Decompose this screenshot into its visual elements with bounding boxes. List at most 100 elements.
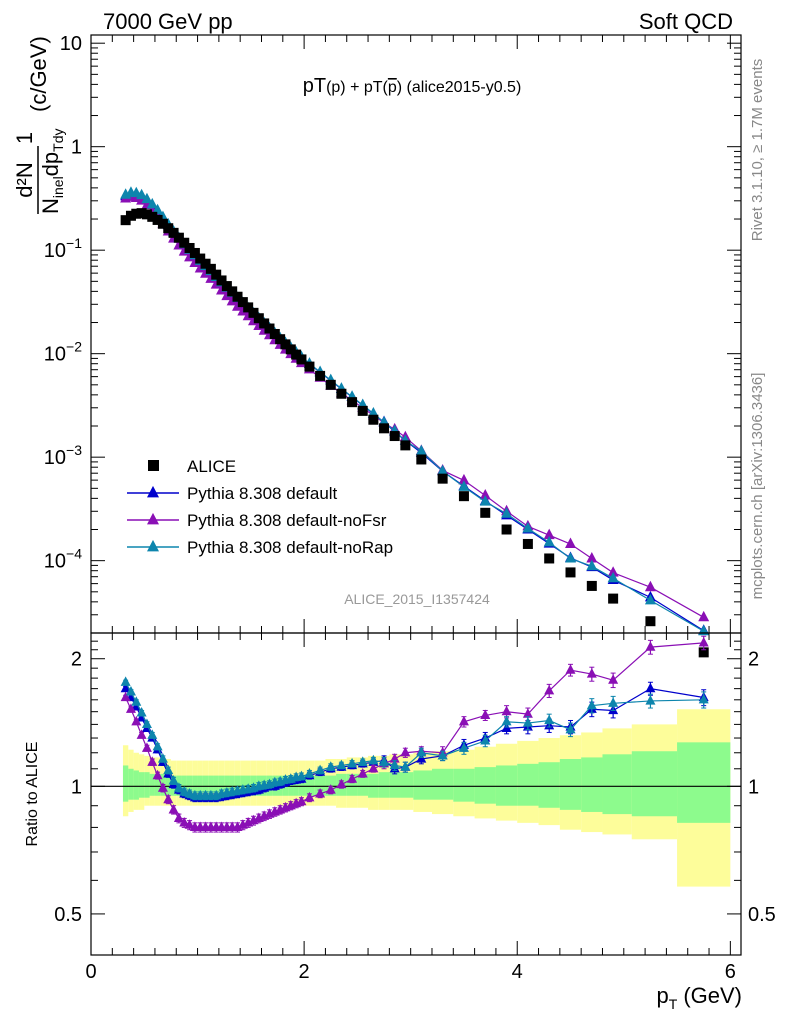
point-alice: [168, 227, 179, 238]
ratio-point-noRap: [400, 761, 411, 771]
point-alice: [184, 242, 195, 253]
ratio-band-stat: [631, 751, 678, 817]
point-alice: [357, 405, 368, 416]
ratio-band-stat: [288, 775, 294, 796]
point-noRap: [565, 552, 577, 563]
main-plot-panel: 10 1 10−1 10−2 10−3 10−4 pT(p) + pT(p) (alice…: [12, 33, 742, 658]
point-noRap: [522, 522, 534, 533]
point-alice: [232, 291, 243, 302]
ratio-point-noFsr: [296, 795, 307, 806]
legend-label-default: Pythia 8.308 default: [187, 484, 338, 503]
legend-marker-noRap: [147, 539, 159, 552]
ratio-point-noRap: [152, 740, 163, 751]
point-alice: [698, 647, 709, 658]
ratio-band-stat: [229, 775, 235, 796]
ratio-point-noFsr: [586, 668, 597, 678]
ratio-point-noFsr: [136, 729, 147, 739]
ratio-band-stat: [453, 768, 475, 802]
ratio-point-noFsr: [147, 756, 158, 766]
point-alice: [157, 218, 168, 229]
point-noFsr: [458, 473, 470, 485]
ratio-band-stat: [389, 772, 401, 798]
point-alice: [163, 223, 174, 234]
y-tick-label: 10−4: [44, 546, 82, 573]
legend-label-noRap: Pythia 8.308 default-noRap: [187, 538, 393, 557]
point-alice: [227, 286, 238, 297]
ratio-point-noRap: [379, 756, 390, 766]
ratio-point-noRap: [389, 759, 400, 770]
ratio-band-stat: [538, 762, 560, 808]
point-noRap: [458, 480, 470, 491]
ratio-band-stat: [298, 775, 306, 796]
ratio-band-stat: [208, 775, 214, 796]
ratio-point-noRap: [147, 729, 158, 739]
ratio-point-noFsr: [698, 636, 709, 647]
ratio-point-noFsr: [357, 767, 368, 778]
ylabel-numerator: 1: [12, 132, 37, 144]
point-alice: [280, 339, 291, 350]
point-noFsr: [644, 580, 656, 592]
ratio-point-noRap: [325, 761, 336, 771]
ratio-point-noFsr: [501, 705, 512, 716]
ratio-point-noRap: [357, 756, 368, 766]
ratio-data-marks: [91, 635, 741, 887]
ratio-band-stat: [293, 775, 299, 796]
y-tick-label: 10: [60, 33, 82, 55]
ratio-point-noFsr: [400, 746, 411, 757]
ylabel-denominator: NineldpTdy: [38, 128, 66, 214]
point-alice: [389, 431, 400, 442]
ratio-band-stat: [144, 772, 150, 798]
ratio-point-noRap: [136, 707, 147, 717]
ratio-point-noRap: [368, 754, 379, 765]
point-alice: [211, 269, 222, 280]
point-noRap: [607, 571, 619, 583]
point-noRap: [152, 203, 164, 215]
ratio-point-noFsr: [608, 674, 619, 684]
ratio-point-noRap: [120, 676, 131, 686]
y-axis-label: 1 d²N NineldpTdy (c/GeV): [12, 36, 66, 214]
point-alice: [275, 334, 286, 345]
ratio-point-noRap: [522, 717, 533, 727]
ratio-point-noFsr: [163, 793, 174, 804]
ratio-point-noFsr: [544, 684, 555, 695]
rivet-version-label: Rivet 3.1.10, ≥ 1.7M events: [749, 59, 766, 242]
y-tick-label: 10−3: [44, 442, 82, 469]
point-alice: [152, 214, 163, 225]
ratio-tick-label-right: 0.5: [748, 904, 776, 926]
point-alice: [501, 524, 512, 535]
ratio-point-noRap: [163, 764, 174, 775]
legend: ALICE Pythia 8.308 default Pythia 8.308 de…: [127, 457, 393, 557]
y-tick-label: 10−2: [44, 339, 82, 366]
ratio-band-stat: [305, 775, 315, 796]
ratio-point-noFsr: [131, 715, 142, 726]
legend-marker-default: [147, 485, 159, 498]
ratio-band-stat: [400, 772, 414, 798]
ratio-plot-panel: 0 2 4 6 0.5 0.5 1 1 2 2 Ratio to ALICE: [24, 632, 776, 983]
point-alice: [296, 354, 307, 365]
point-alice: [125, 210, 136, 221]
point-alice: [120, 215, 131, 226]
ratio-point-noRap: [141, 718, 152, 728]
legend-marker-noFsr: [147, 512, 159, 525]
ratio-band-stat: [213, 775, 219, 796]
ratio-point-noFsr: [120, 691, 131, 702]
ratio-band-stat: [197, 775, 203, 796]
chart-title: pT(p) + pT(p) (alice2015-y0.5): [303, 75, 522, 97]
title-part-4: ) (alice2015-y0.5): [397, 79, 522, 96]
point-alice: [336, 388, 347, 399]
point-alice: [173, 232, 184, 243]
ratio-point-noRap: [131, 696, 142, 706]
point-noFsr: [226, 294, 238, 306]
ratio-point-noFsr: [157, 782, 168, 792]
ratio-band-stat: [413, 770, 432, 800]
point-alice: [565, 567, 576, 578]
ratio-band-stat: [581, 757, 603, 812]
ratio-point-noRap: [565, 723, 576, 734]
ratio-band-stat: [192, 775, 198, 796]
ratio-point-noRap: [184, 787, 195, 798]
ylabel-d2n: d²N: [12, 162, 37, 197]
point-noRap: [146, 197, 158, 209]
ratio-band-stat: [186, 775, 193, 796]
point-noFsr: [232, 300, 244, 311]
